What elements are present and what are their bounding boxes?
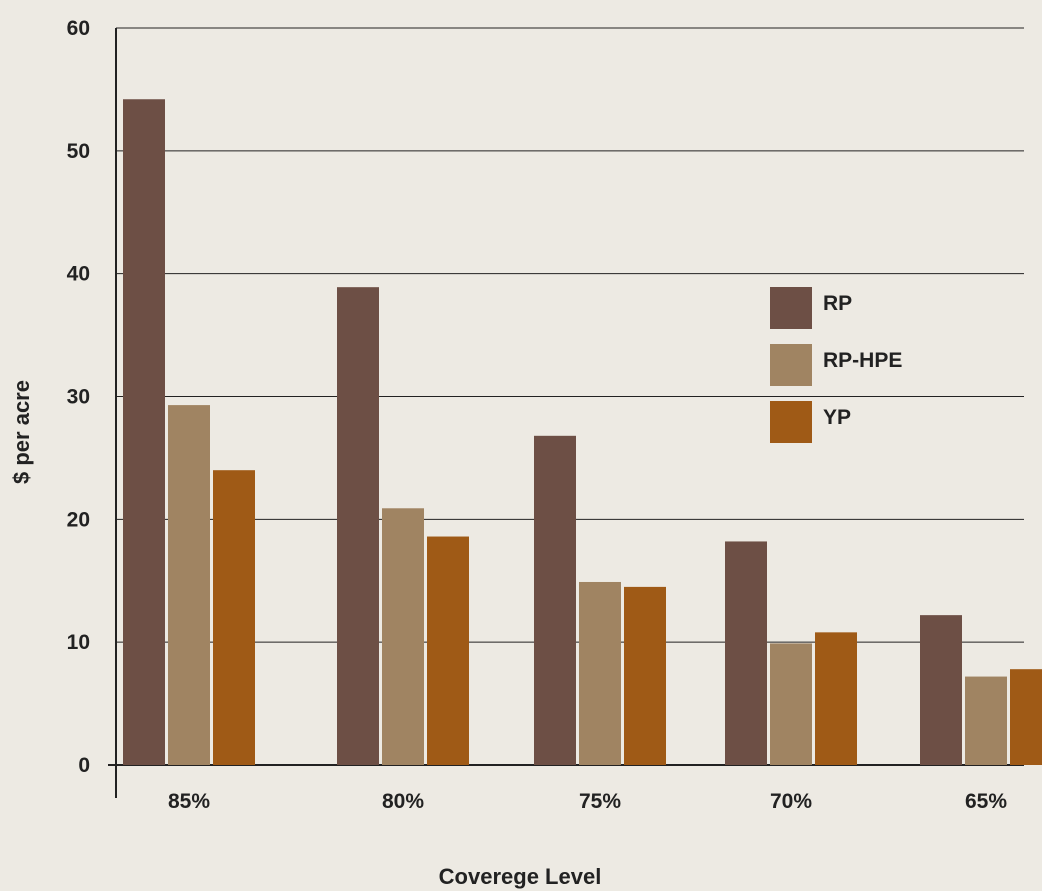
y-tick-label: 40 [67,263,90,286]
bar-yp-80pct [427,536,469,765]
y-tick-label: 50 [67,140,90,163]
legend-label: RP-HPE [823,349,902,372]
x-axis-title: Coverege Level [439,864,602,889]
y-axis-title: $ per acre [9,380,34,484]
y-tick-label: 60 [67,17,90,40]
bar-yp-75pct [624,586,666,765]
x-tick-label: 65% [965,790,1007,813]
bar-rp-hpe-70pct [770,643,812,765]
y-tick-label: 0 [78,754,90,777]
y-tick-labels: 0 10 20 30 40 50 60 [67,17,90,777]
legend-swatch [770,401,812,443]
bar-rp-65pct [920,615,962,765]
y-tick-label: 20 [67,508,90,531]
x-tick-label: 75% [579,790,621,813]
x-tick-label: 80% [382,790,424,813]
bar-yp-70pct [815,632,857,765]
bars [123,99,1042,765]
bar-rp-hpe-75pct [579,581,621,765]
x-tick-label: 85% [168,790,210,813]
bar-rp-85pct [123,99,165,765]
x-tick-labels: 85% 80% 75% 70% 65% [168,790,1007,813]
legend-label: YP [823,406,851,429]
y-tick-label: 30 [67,386,90,409]
bar-rp-hpe-85pct [168,405,210,765]
bar-rp-hpe-80pct [382,508,424,765]
x-tick-label: 70% [770,790,812,813]
bar-rp-75pct [534,435,576,765]
legend-swatch [770,287,812,329]
bar-rp-hpe-65pct [965,676,1007,765]
legend: RP RP-HPE YP [770,287,902,443]
bar-rp-70pct [725,541,767,765]
bar-rp-80pct [337,287,379,765]
legend-label: RP [823,292,852,315]
y-tick-label: 10 [67,631,90,654]
bar-yp-85pct [213,470,255,765]
legend-swatch [770,344,812,386]
bar-yp-65pct [1010,669,1042,765]
